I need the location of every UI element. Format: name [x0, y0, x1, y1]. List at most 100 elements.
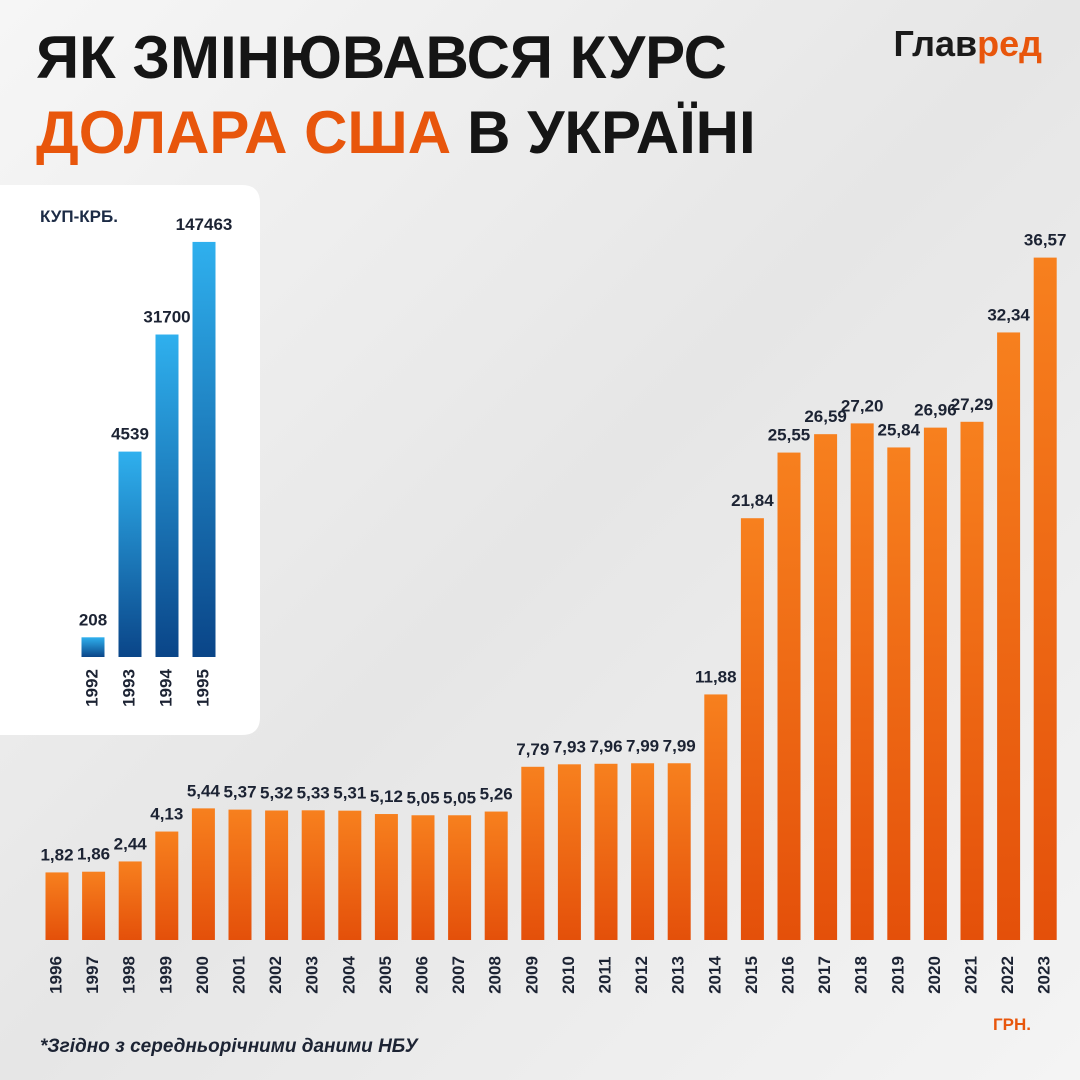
bar — [960, 421, 984, 940]
value-label: 25,84 — [878, 420, 921, 439]
unit-label: ГРН. — [993, 1015, 1031, 1034]
x-tick-label: 2011 — [595, 957, 614, 994]
x-tick-label: 2006 — [412, 956, 431, 994]
value-label: 21,84 — [731, 491, 774, 510]
value-label: 26,59 — [804, 407, 847, 426]
value-label: 11,88 — [695, 667, 737, 686]
bar — [81, 637, 105, 657]
bar — [594, 763, 618, 940]
x-tick-label: 2010 — [559, 956, 578, 994]
value-label: 5,44 — [187, 781, 221, 800]
value-label: 27,29 — [951, 395, 994, 414]
bar — [155, 831, 179, 940]
value-label: 7,99 — [663, 736, 696, 755]
x-tick-label: 2009 — [522, 956, 541, 994]
plot: ГРН. 1,82 1996 1,86 1997 2,44 1998 4,13 1999 5,44… — [40, 207, 1066, 1034]
bar — [374, 814, 398, 940]
x-tick-label: 2022 — [998, 956, 1017, 994]
x-tick-label: 2017 — [815, 956, 834, 994]
value-label: 31700 — [143, 308, 190, 327]
x-tick-label: 2000 — [193, 956, 212, 994]
bar — [521, 766, 545, 940]
value-label: 25,55 — [768, 426, 811, 445]
x-tick-label: 2023 — [1035, 956, 1054, 994]
title-line2: ДОЛАРА США В УКРАЇНІ — [36, 99, 756, 166]
bar — [191, 808, 215, 940]
bar — [301, 810, 325, 940]
value-label: 5,33 — [297, 783, 330, 802]
x-tick-label: 2001 — [229, 956, 248, 994]
bar — [155, 334, 179, 657]
logo: Главред — [893, 23, 1042, 64]
bar — [45, 872, 69, 940]
value-label: 7,79 — [516, 740, 549, 759]
x-tick-label: 2014 — [705, 956, 724, 994]
bar — [118, 861, 142, 940]
x-tick-label: 2015 — [742, 956, 761, 994]
x-tick-label: 2003 — [303, 956, 322, 994]
logo-accent: ред — [977, 23, 1042, 64]
x-tick-label: 2016 — [778, 956, 797, 994]
x-tick-label: 1992 — [82, 669, 101, 707]
x-tick-label: 2007 — [449, 956, 468, 994]
title-rest: В УКРАЇНІ — [467, 99, 756, 166]
bar — [667, 763, 691, 940]
x-tick-label: 1996 — [46, 956, 65, 994]
value-label: 147463 — [176, 215, 233, 234]
x-tick-label: 2021 — [961, 956, 980, 994]
value-label: 5,26 — [480, 785, 513, 804]
x-tick-label: 2005 — [376, 956, 395, 994]
bar — [82, 871, 106, 940]
title-highlight: ДОЛАРА США — [36, 99, 451, 166]
value-label: 26,96 — [914, 401, 957, 420]
bar — [814, 434, 838, 940]
x-tick-label: 2018 — [852, 956, 871, 994]
bar — [777, 452, 801, 940]
value-label: 5,05 — [406, 788, 439, 807]
x-tick-label: 1994 — [156, 669, 175, 707]
bar — [704, 694, 728, 940]
x-tick-label: 1999 — [156, 956, 175, 994]
value-label: 5,32 — [260, 783, 293, 802]
bar — [448, 815, 472, 940]
x-tick-label: 1998 — [120, 956, 139, 994]
x-tick-label: 2008 — [486, 956, 505, 994]
title-line1: ЯК ЗМІНЮВАВСЯ КУРС — [36, 24, 727, 91]
footnote: *Згідно з середньорічними даними НБУ — [40, 1036, 420, 1057]
value-label: 36,57 — [1024, 231, 1067, 250]
bar — [557, 764, 581, 940]
unit-label: КУП-КРБ. — [40, 207, 118, 226]
value-label: 5,12 — [370, 787, 403, 806]
value-label: 4,13 — [150, 805, 183, 824]
bar — [411, 815, 435, 940]
bar — [850, 423, 874, 940]
bar — [338, 810, 362, 940]
value-label: 7,99 — [626, 736, 659, 755]
x-tick-label: 1997 — [83, 956, 102, 994]
value-label: 7,93 — [553, 737, 586, 756]
x-tick-label: 2020 — [925, 956, 944, 994]
x-tick-label: 2004 — [339, 956, 358, 994]
value-label: 27,20 — [841, 396, 884, 415]
value-label: 1,86 — [77, 845, 110, 864]
bar — [923, 427, 947, 941]
x-tick-label: 2019 — [888, 956, 907, 994]
value-label: 7,96 — [589, 737, 622, 756]
bar — [631, 763, 655, 940]
x-tick-label: 2002 — [266, 956, 285, 994]
x-tick-label: 2013 — [669, 956, 688, 994]
value-label: 5,37 — [223, 783, 256, 802]
logo-main: Глав — [893, 23, 977, 64]
value-label: 32,34 — [987, 305, 1030, 324]
bar — [997, 332, 1021, 940]
value-label: 2,44 — [114, 834, 148, 853]
x-tick-label: 2012 — [632, 956, 651, 994]
bar — [192, 241, 216, 657]
bar — [887, 447, 911, 940]
bar — [265, 810, 289, 940]
value-label: 5,05 — [443, 788, 476, 807]
value-label: 208 — [79, 610, 107, 629]
bar — [228, 809, 252, 940]
bar — [484, 811, 508, 940]
